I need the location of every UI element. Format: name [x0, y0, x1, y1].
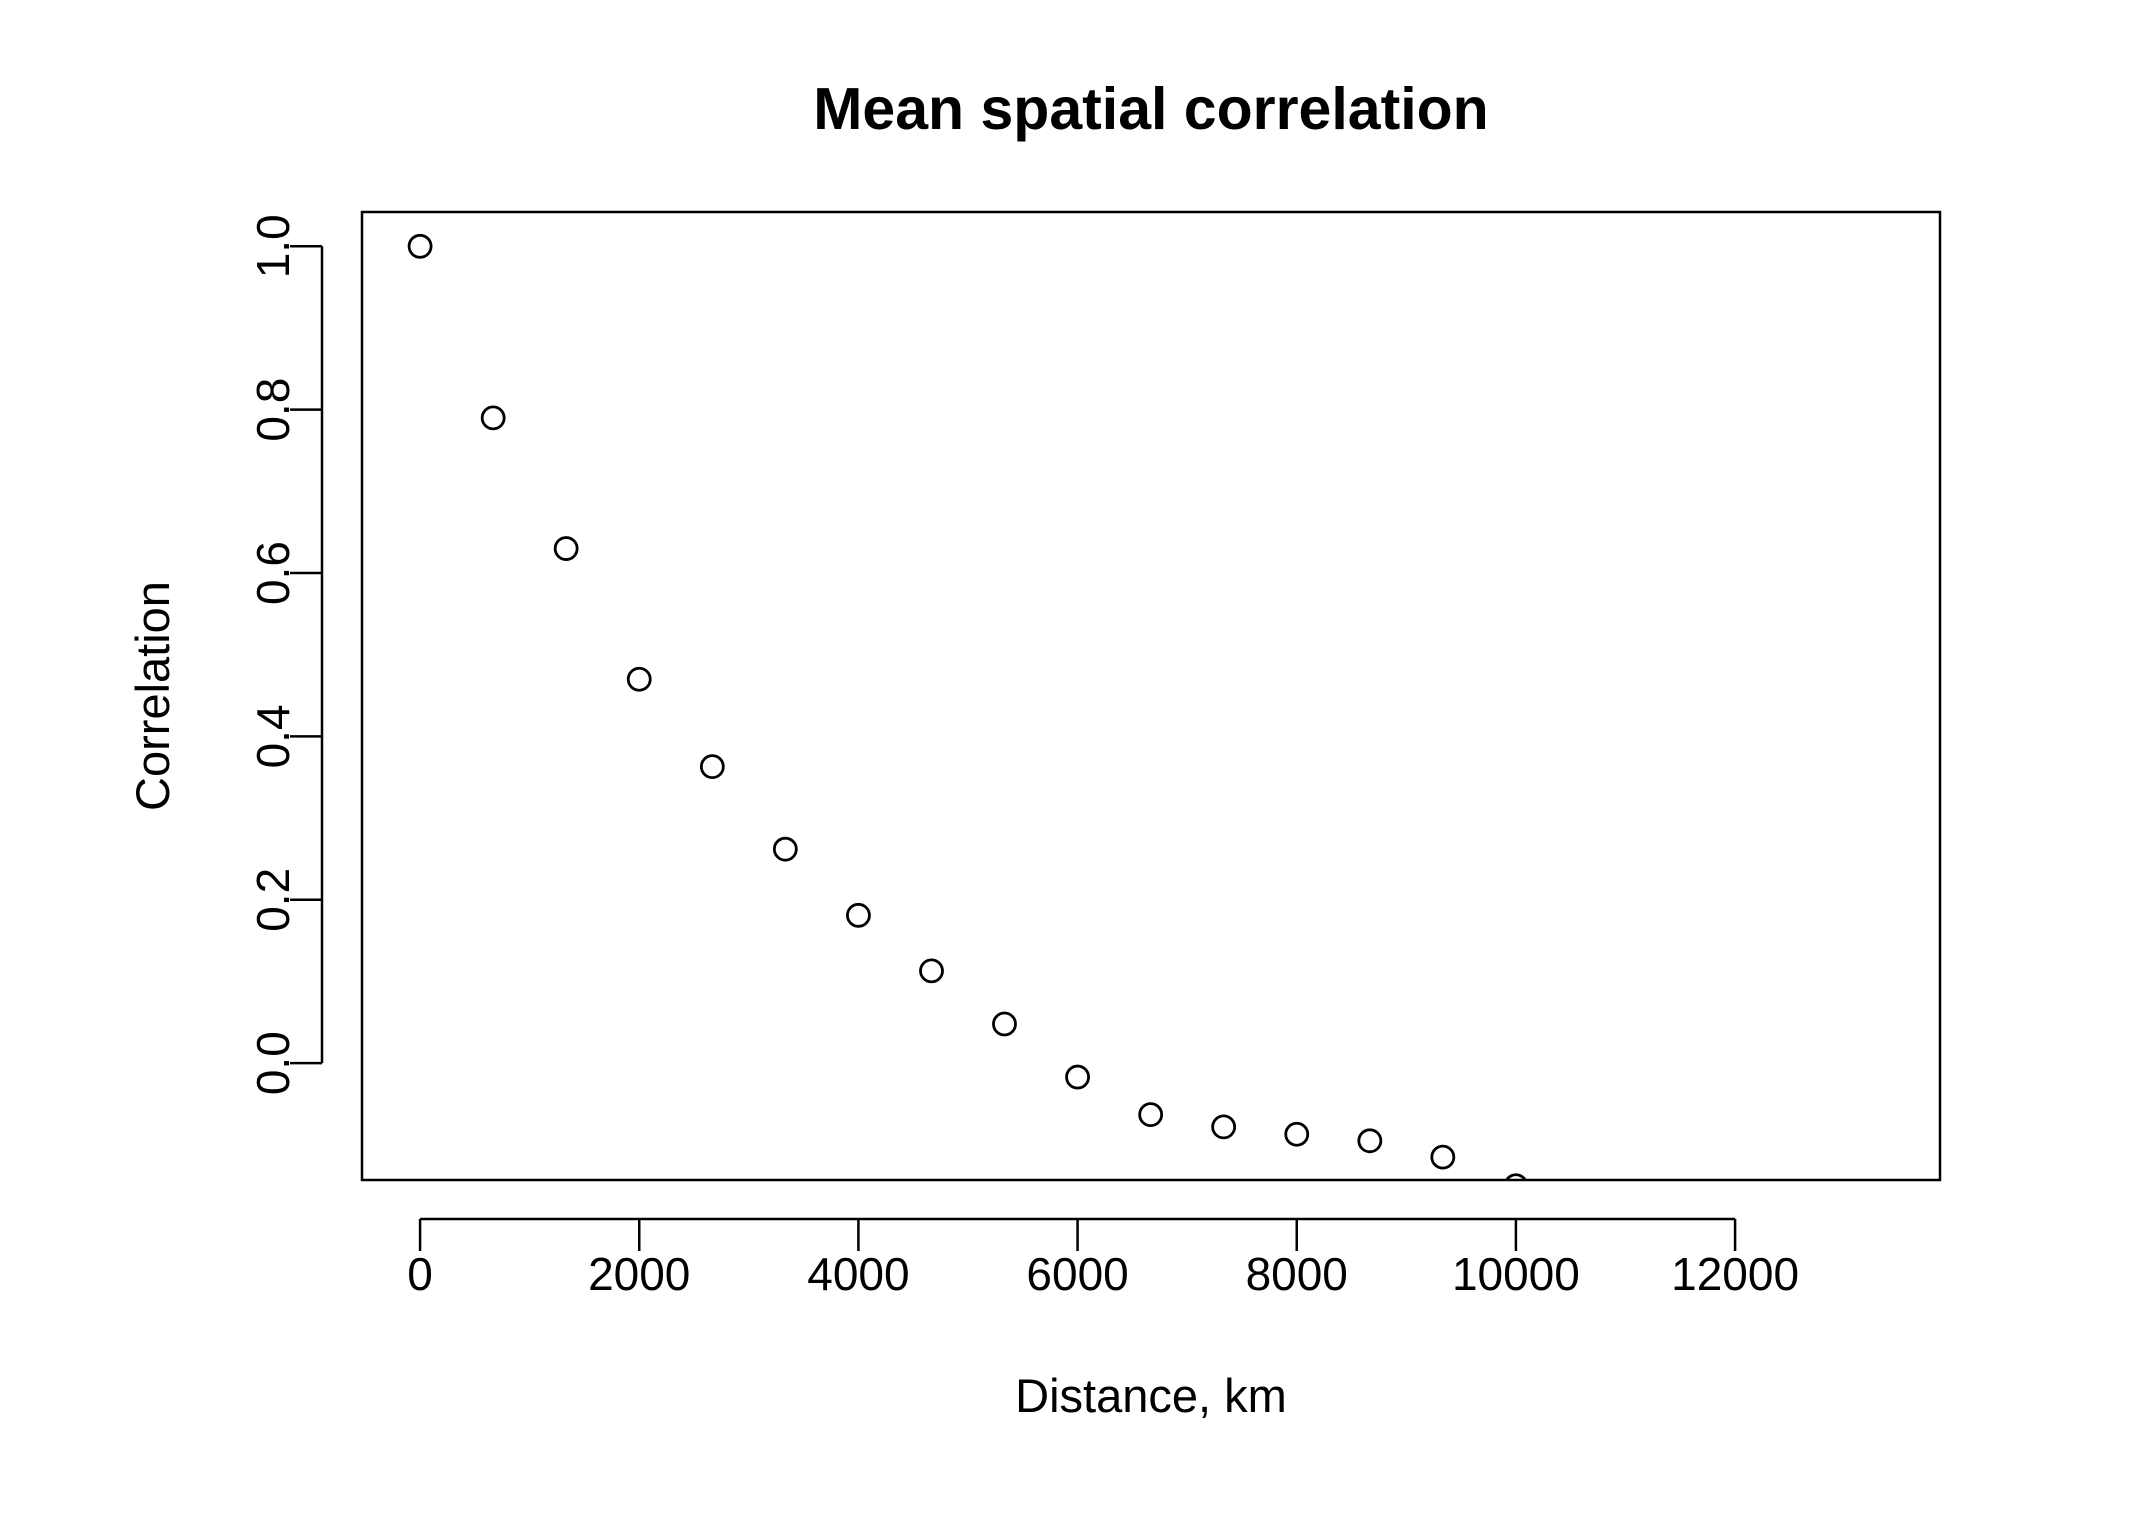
x-tick-label: 4000	[807, 1248, 909, 1300]
x-tick-label: 6000	[1026, 1248, 1128, 1300]
plot-frame	[360, 210, 1942, 1182]
data-point	[553, 536, 579, 561]
y-tick-label: 0.8	[247, 378, 299, 442]
data-point	[407, 233, 433, 259]
y-tick-label: 0.6	[247, 541, 299, 605]
data-point	[1211, 1114, 1237, 1140]
y-tick-label: 0.2	[247, 868, 299, 932]
data-point	[992, 1011, 1017, 1037]
x-tick-label: 12000	[1671, 1248, 1799, 1300]
x-axis: 0 2000 4000 6000 8000 10000 12000	[407, 1217, 1799, 1300]
y-axis-label: Correlation	[126, 581, 179, 811]
y-tick-label: 0.4	[247, 704, 299, 768]
data-point	[480, 405, 506, 431]
data-point	[1284, 1121, 1310, 1147]
data-point	[1430, 1144, 1456, 1170]
data-point	[1138, 1102, 1164, 1128]
x-tick-label: 0	[407, 1248, 433, 1300]
x-tick-label: 10000	[1452, 1248, 1580, 1300]
x-axis-label: Distance, km	[1015, 1369, 1287, 1422]
data-point	[626, 666, 652, 692]
data-point	[1357, 1128, 1383, 1154]
data-point	[846, 902, 871, 928]
x-tick-label: 2000	[588, 1248, 690, 1300]
data-point	[699, 754, 725, 780]
data-points	[407, 233, 1527, 1180]
x-tick-label: 8000	[1246, 1248, 1348, 1300]
chart-title: Mean spatial correlation	[813, 76, 1488, 142]
data-point	[772, 836, 798, 862]
data-point	[919, 958, 944, 984]
y-axis: 0.0 0.2 0.4 0.6 0.8 1.0	[247, 214, 324, 1095]
data-point	[1065, 1064, 1090, 1090]
y-tick-label: 1.0	[247, 214, 299, 278]
data-point	[1504, 1173, 1527, 1180]
y-tick-label: 0.0	[247, 1031, 299, 1095]
